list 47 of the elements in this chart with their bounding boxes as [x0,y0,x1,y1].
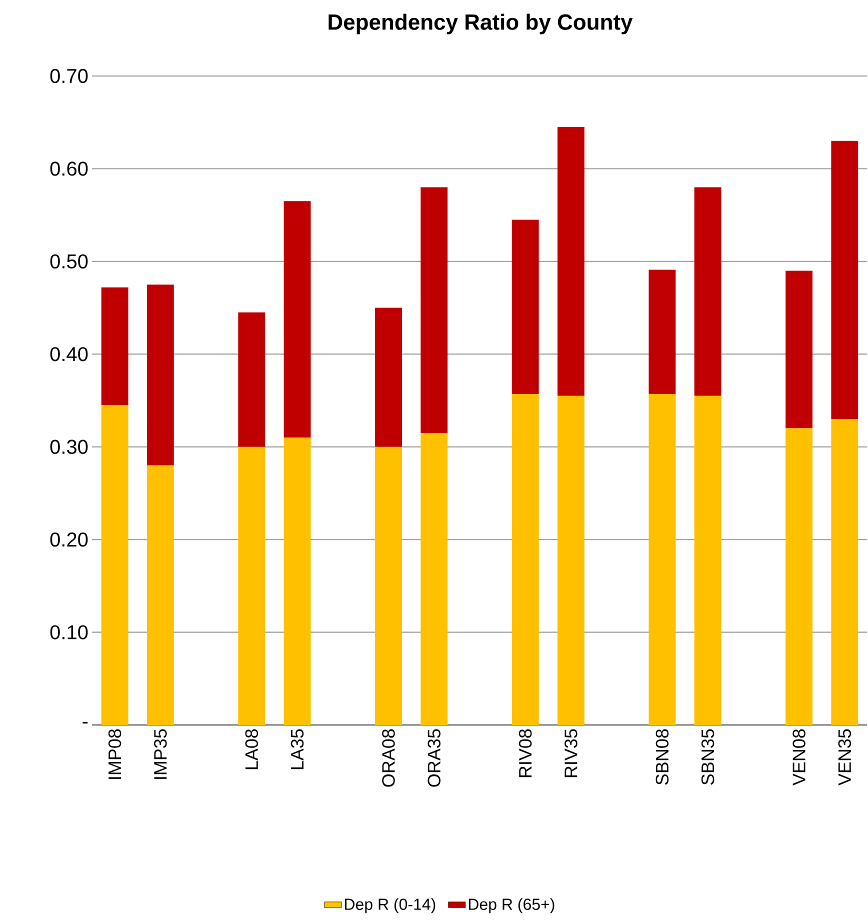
bar [558,126,585,396]
x-tick-label: SBN35 [702,729,714,785]
bar [284,201,311,438]
bar [375,308,402,447]
bar [831,419,858,725]
bar [558,396,585,725]
bar [284,438,311,725]
bar [648,270,676,394]
x-tick-label: ORA35 [428,729,441,787]
bar [648,394,676,725]
x-tick-label: LA35 [291,729,304,770]
bar [512,394,540,725]
bar [420,432,448,725]
x-tick-label: LA08 [245,729,258,770]
bar [831,140,858,420]
bar [238,446,266,725]
bar [786,428,813,725]
x-tick-label: ORA08 [382,729,396,787]
x-tick-label: RIV35 [564,729,578,778]
y-tick-label: 0.20 [50,532,88,547]
legend-label: Dep R (65+) [469,898,554,914]
bar [694,187,722,396]
bar [102,287,128,406]
bar [786,270,813,428]
chart-title: Dependency Ratio by County [328,14,633,34]
bar [147,284,174,466]
bar [147,465,174,725]
x-tick-label: RIV08 [519,729,532,778]
legend-label: Dep R (0-14) [345,898,436,914]
y-tick-label: 0.10 [50,625,88,640]
x-tick-label: VEN08 [792,729,806,786]
bar [102,405,128,725]
y-tick-label: 0.40 [50,347,88,362]
x-tick-label: SBN08 [656,729,669,785]
y-tick-label: 0.70 [50,68,88,84]
bar [375,446,402,725]
bar [238,312,266,447]
bar [512,220,540,394]
bar [420,187,448,433]
x-tick-label: IMP35 [154,729,167,779]
y-tick-label: 0.60 [50,162,88,176]
x-tick-label: VEN35 [838,729,852,786]
x-tick-label: IMP08 [108,729,122,779]
y-tick-label: 0.30 [50,440,88,454]
y-tick-label: 0.50 [50,254,88,268]
bar [694,396,722,725]
y-tick-label: - [82,722,88,724]
